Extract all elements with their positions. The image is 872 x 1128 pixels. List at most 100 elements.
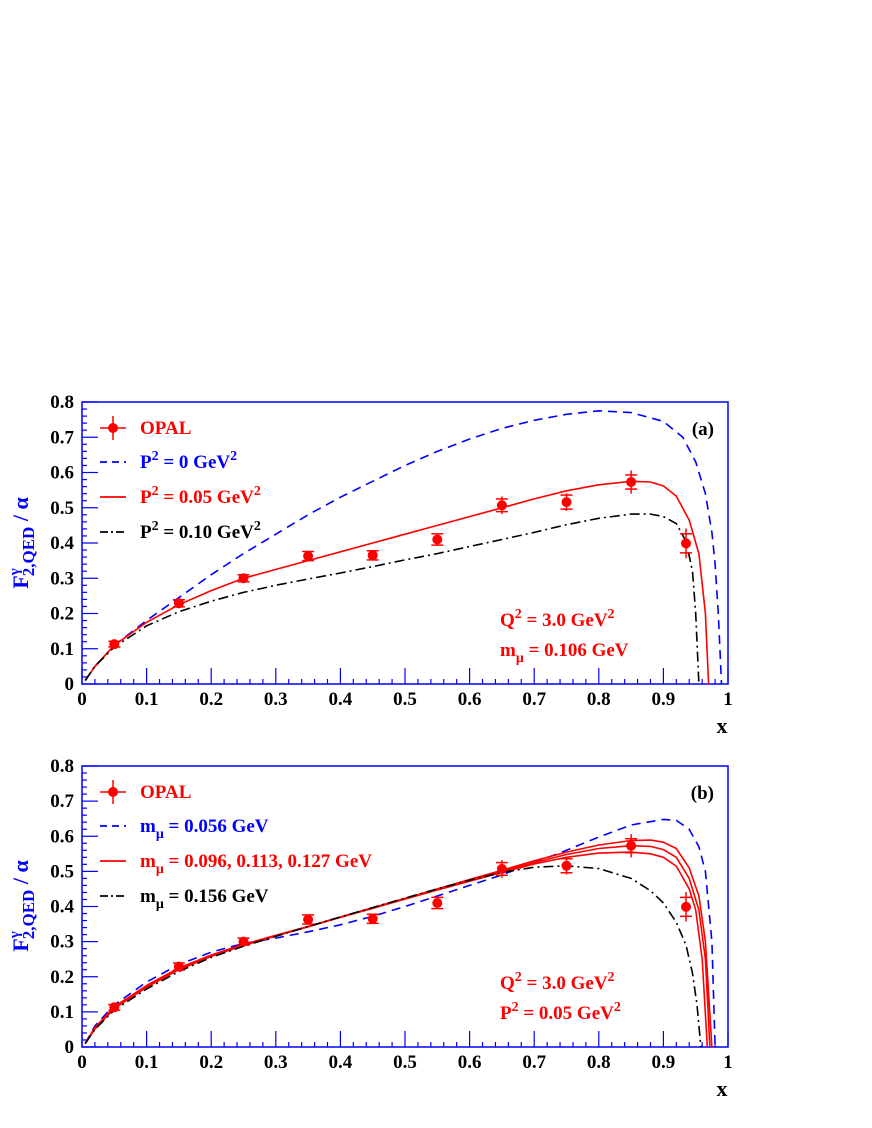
series-line-dashed	[84, 818, 716, 1047]
x-tick-label: 0.2	[199, 1052, 223, 1073]
series-line-dashed	[84, 410, 723, 684]
x-tick-label: 0.5	[393, 689, 417, 710]
legend-label: OPAL	[140, 418, 191, 439]
subscript: μ	[156, 897, 164, 912]
legend-entry: P2 = 0 GeV2	[100, 449, 237, 473]
y-axis-label: Fγ2,QED / α	[7, 860, 38, 952]
legend-entry: P2 = 0.10 GeV2	[100, 519, 261, 543]
y-tick-label: 0.3	[50, 568, 74, 589]
x-tick-label: 1	[723, 689, 733, 710]
superscript: 2	[152, 484, 159, 499]
y-tick-label: 0.6	[50, 826, 74, 847]
y-label-segment: 2,QED	[19, 890, 38, 940]
opal-data-point	[173, 598, 184, 609]
series-group	[84, 410, 723, 684]
x-axis-label: x	[717, 713, 728, 738]
legend-marker	[108, 787, 118, 797]
superscript: 2	[230, 449, 237, 464]
x-tick-label: 0.3	[264, 689, 288, 710]
y-label-segment: / α	[8, 497, 33, 527]
text-segment: P	[140, 522, 152, 543]
opal-data-point	[173, 961, 184, 972]
annotation: Q2 = 3.0 GeV2	[500, 607, 615, 631]
panel-a: 0 0.1 0.2 0.3 0.4 0.5 0.6 0.7 0.8 0.9 1 0 0.1 0.2 0.3 0…	[7, 392, 733, 738]
y-label-segment: 2,QED	[19, 527, 38, 577]
opal-data-point	[681, 538, 692, 549]
text-segment: m	[140, 816, 156, 837]
series-line-solid	[84, 851, 709, 1047]
series-line-solid	[84, 480, 710, 684]
y-tick-label: 0.5	[50, 498, 74, 519]
subscript: μ	[516, 651, 524, 666]
text-segment: = 0.156 GeV	[164, 886, 269, 907]
text-segment: P	[500, 1003, 512, 1024]
opal-data-point	[432, 897, 443, 908]
y-label-segment: F	[8, 575, 33, 588]
text-segment: = 0.10 GeV	[159, 522, 255, 543]
text-segment: m	[140, 886, 156, 907]
y-tick-label: 0.1	[50, 1002, 74, 1023]
y-axis-label: Fγ2,QED / α	[7, 497, 38, 589]
x-tick-label: 0.2	[199, 689, 223, 710]
legend-entry: OPAL	[100, 416, 191, 440]
opal-data-point	[561, 497, 572, 508]
y-tick-label: 0.1	[50, 639, 74, 660]
annotation: mμ = 0.106 GeV	[500, 640, 629, 666]
y-tick-label: 0.8	[50, 756, 74, 777]
legend-entry: P2 = 0.05 GeV2	[100, 484, 261, 508]
text-segment: = 0.106 GeV	[524, 640, 629, 661]
x-axis-label: x	[717, 1076, 728, 1101]
superscript: 2	[515, 970, 522, 985]
x-tick-label: 0.8	[587, 689, 611, 710]
legend-marker	[108, 423, 118, 433]
legend-label: mμ = 0.056 GeV	[140, 816, 269, 842]
panel-label: (a)	[692, 419, 714, 440]
opal-data-point	[367, 550, 378, 561]
subscript: μ	[156, 862, 164, 877]
text-segment: Q	[500, 973, 515, 994]
superscript: 2	[152, 519, 159, 534]
y-axis-label-text: Fγ2,QED / α	[7, 860, 38, 952]
y-tick-label: 0	[65, 1037, 75, 1058]
text-segment: m	[500, 640, 516, 661]
opal-data-point	[109, 1002, 120, 1013]
superscript: 2	[608, 970, 615, 985]
x-tick-label: 0.1	[135, 1052, 159, 1073]
text-segment: Q	[500, 610, 515, 631]
x-tick-label: 0	[77, 1052, 87, 1073]
superscript: 2	[608, 607, 615, 622]
y-tick-label: 0	[65, 674, 75, 695]
opal-data-point	[432, 534, 443, 545]
y-tick-label: 0.7	[50, 427, 74, 448]
text-segment: = 0.05 GeV	[159, 487, 255, 508]
annotation: P2 = 0.05 GeV2	[500, 1000, 621, 1024]
series-group	[84, 818, 716, 1047]
y-tick-label: 0.8	[50, 392, 74, 413]
x-tick-label: 0	[77, 689, 87, 710]
superscript: 2	[152, 449, 159, 464]
opal-data-point	[238, 573, 249, 584]
y-label-segment: γ	[7, 931, 23, 939]
text-segment: m	[140, 851, 156, 872]
superscript: 2	[254, 484, 261, 499]
legend-entry: mμ = 0.156 GeV	[100, 886, 269, 912]
text-segment: = 0 GeV	[159, 452, 231, 473]
y-label-segment: γ	[7, 568, 23, 576]
x-tick-label: 0.1	[135, 689, 159, 710]
text-segment: = 0.096, 0.113, 0.127 GeV	[164, 851, 372, 872]
y-tick-label: 0.4	[50, 897, 74, 918]
x-tick-label: 0.6	[458, 1052, 482, 1073]
x-tick-label: 0.4	[329, 1052, 353, 1073]
legend-entry: mμ = 0.056 GeV	[100, 816, 269, 842]
annotation: Q2 = 3.0 GeV2	[500, 970, 615, 994]
series-line-solid	[84, 844, 711, 1047]
legend-label: P2 = 0.05 GeV2	[140, 484, 261, 508]
text-segment: = 0.05 GeV	[519, 1003, 615, 1024]
x-tick-label: 0.8	[587, 1052, 611, 1073]
y-tick-label: 0.6	[50, 463, 74, 484]
x-tick-label: 0.7	[522, 689, 546, 710]
text-segment: OPAL	[140, 782, 191, 803]
opal-data-point	[496, 500, 507, 511]
text-segment: P	[140, 487, 152, 508]
x-tick-label: 0.4	[329, 689, 353, 710]
